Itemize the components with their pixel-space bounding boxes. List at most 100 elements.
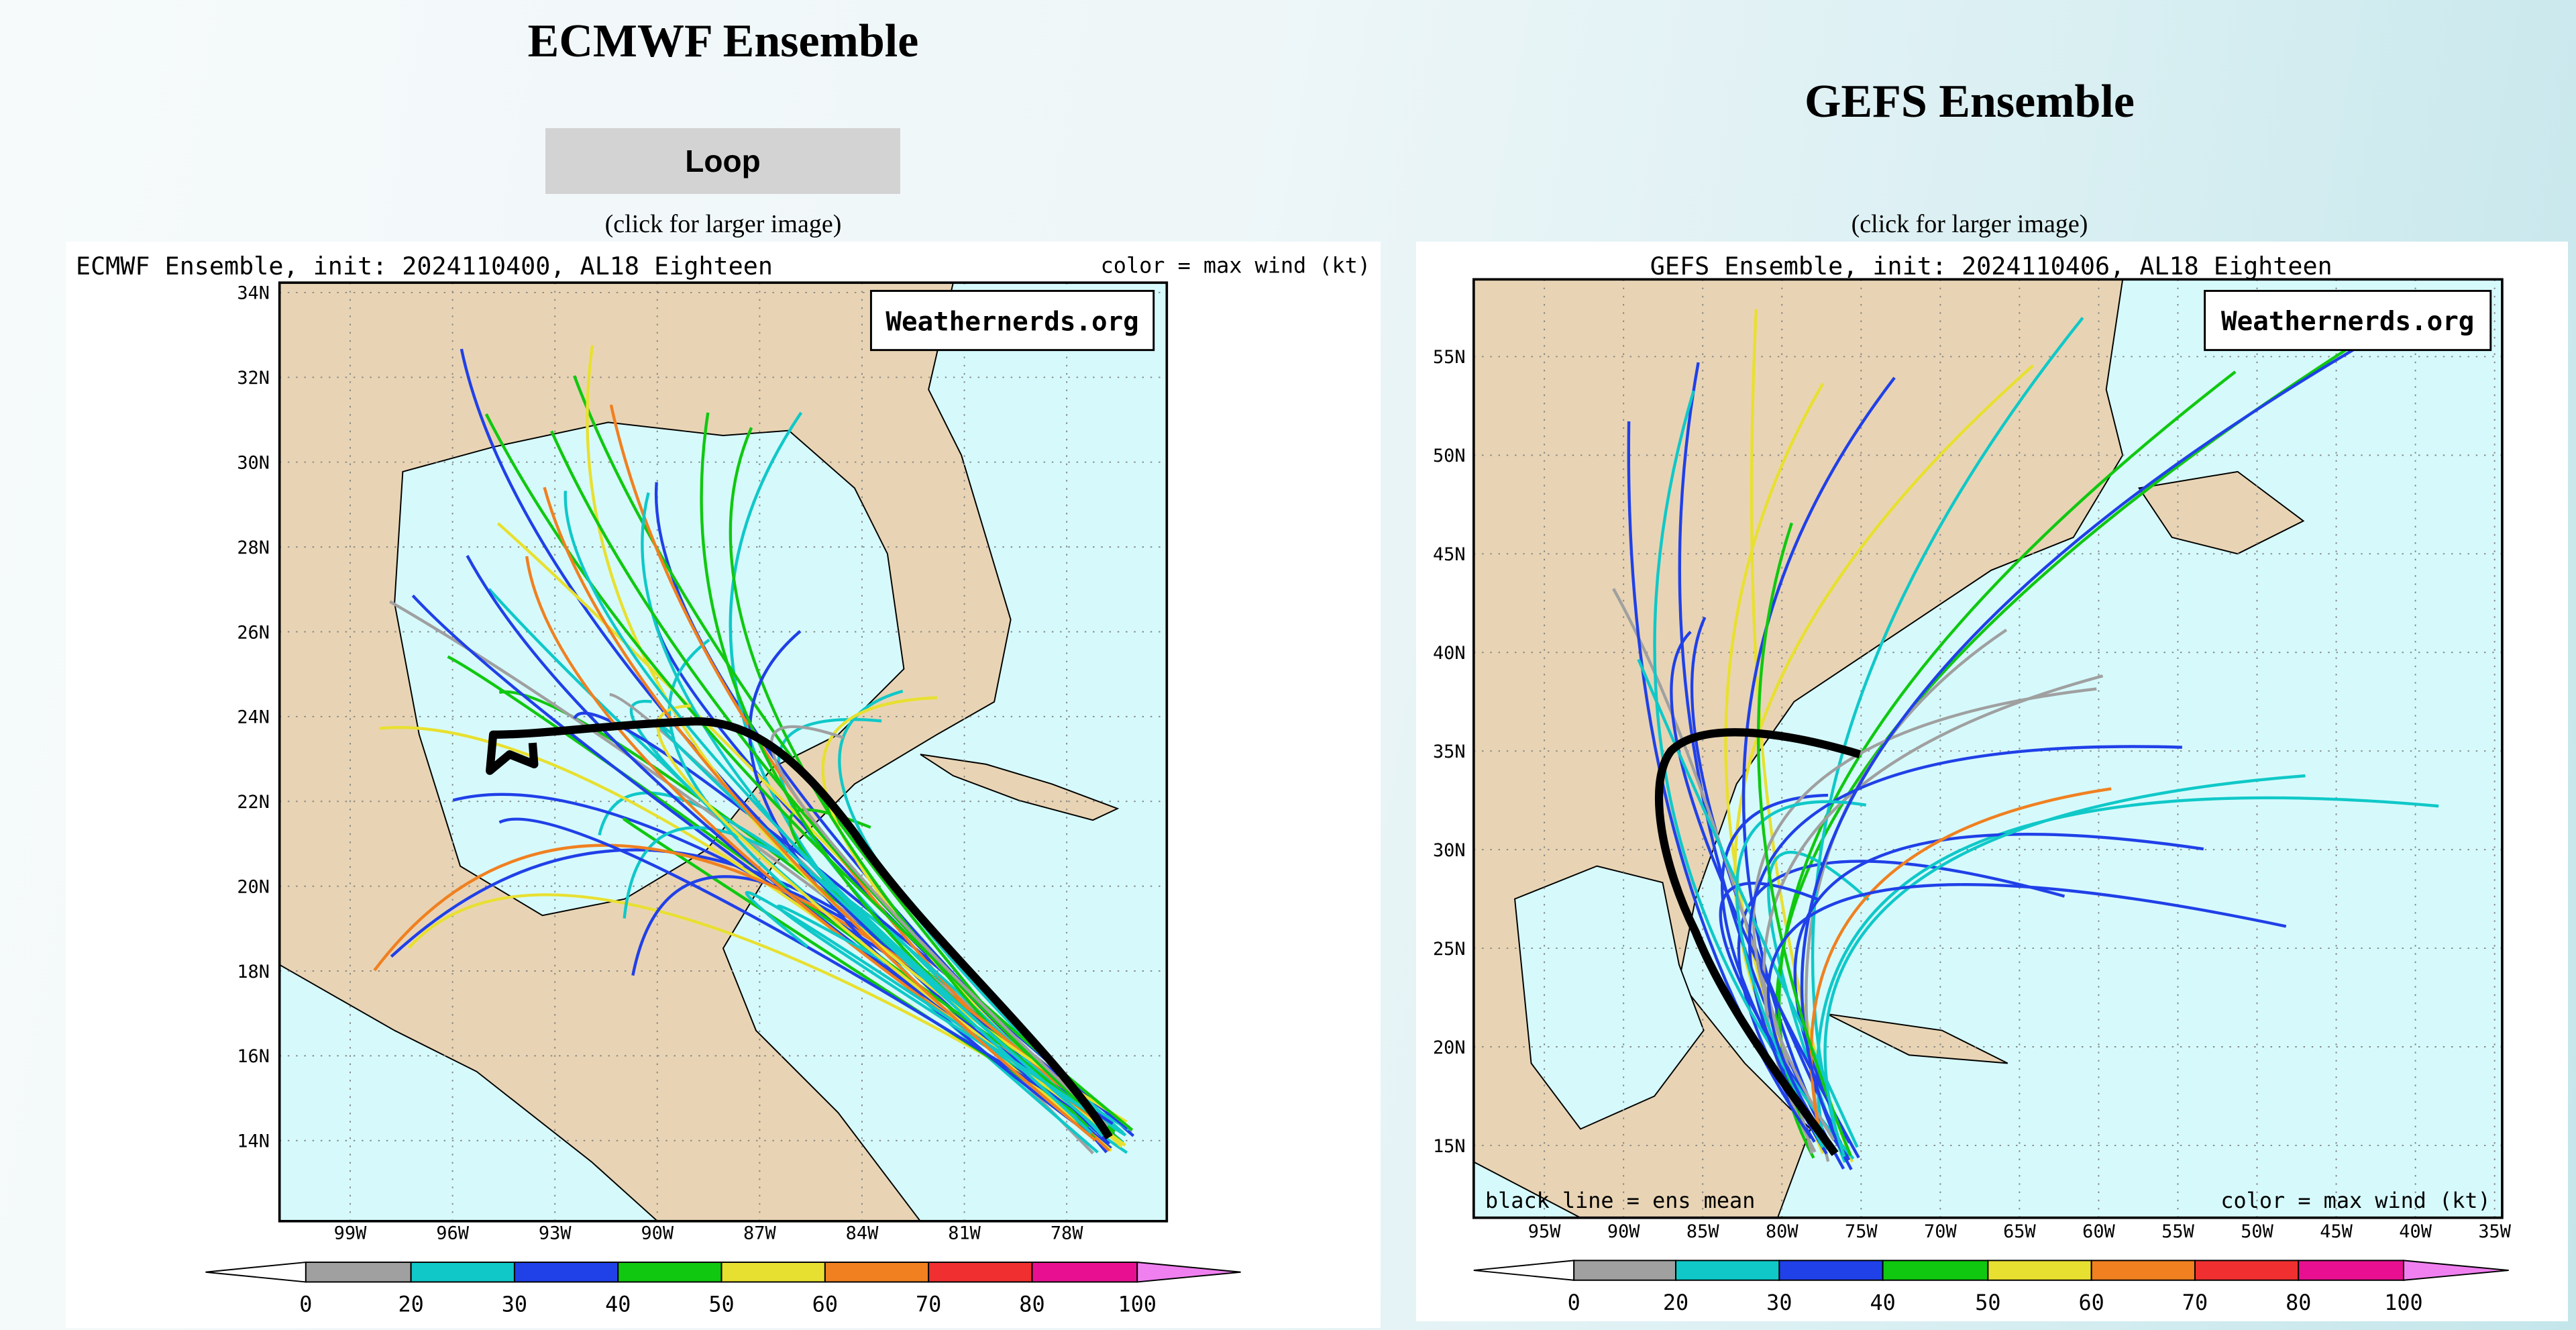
watermark-box	[869, 290, 1155, 352]
lon-label: 84W	[846, 1223, 879, 1244]
lon-label: 40W	[2399, 1221, 2432, 1242]
lon-label: 65W	[2003, 1221, 2036, 1242]
ensemble-track	[543, 487, 1097, 1141]
legend-note: color = max wind (kt)	[2220, 1188, 2490, 1213]
island	[920, 754, 1120, 821]
lat-label: 20N	[1433, 1037, 1466, 1058]
ensemble-track	[564, 491, 1104, 1134]
colorbar-segment	[1882, 1260, 1989, 1281]
lat-label: 20N	[237, 876, 270, 897]
lon-label: 35W	[2478, 1221, 2511, 1242]
lat-label: 18N	[237, 962, 270, 982]
lon-label: 99W	[334, 1223, 367, 1244]
ensemble-track	[586, 345, 1128, 1123]
colorbar-segment	[305, 1262, 412, 1283]
colorbar-label: 40	[1870, 1290, 1895, 1315]
lat-label: 25N	[1433, 939, 1466, 960]
lon-label: 81W	[948, 1223, 981, 1244]
loop-button[interactable]: Loop	[545, 128, 900, 194]
ensemble-track	[484, 413, 1134, 1131]
colorbar-segment	[617, 1262, 722, 1283]
lon-label: 60W	[2082, 1221, 2115, 1242]
lat-label: 30N	[1433, 840, 1466, 861]
lat-label: 30N	[237, 452, 270, 473]
image-header: ECMWF Ensemble, init: 2024110400, AL18 E…	[76, 252, 773, 280]
gefs-map[interactable]: 55N 50N 45N 40N 35N 30N 25N 20N 15N 95W 90W 85W 80W 7…	[1416, 242, 2568, 1321]
colorbar-segment	[1778, 1260, 1884, 1281]
lat-label: 50N	[1433, 446, 1466, 466]
ecmwf-map[interactable]: 34N 32N 30N 28N 26N 24N 22N 20N 18N 16N 14N 99W 96W 9…	[66, 242, 1381, 1328]
colorbar-segment	[2194, 1260, 2300, 1281]
colorbar-label: 70	[2182, 1290, 2208, 1315]
lon-label: 50W	[2241, 1221, 2273, 1242]
colorbar-high	[2402, 1260, 2509, 1281]
island	[1826, 1013, 2008, 1064]
colorbar-segment	[1573, 1260, 1677, 1281]
mean-note: black line = ens mean	[1485, 1188, 1755, 1213]
ensemble-mean-track	[486, 717, 1113, 1140]
lon-label: 70W	[1924, 1221, 1957, 1242]
watermark: Weathernerds.org	[2221, 307, 2474, 337]
colorbar-label: 60	[812, 1292, 838, 1317]
lon-label: 75W	[1845, 1221, 1878, 1242]
lon-label: 85W	[1686, 1221, 1719, 1242]
lon-label: 87W	[743, 1223, 776, 1244]
ensemble-track	[1752, 687, 2097, 1141]
colorbar-label: 80	[2286, 1290, 2311, 1315]
lat-label: 35N	[1433, 741, 1466, 762]
ensemble-track	[447, 655, 1110, 1125]
ocean	[1514, 865, 1705, 1130]
lat-label: 15N	[1433, 1136, 1466, 1157]
watermark-box	[2204, 290, 2492, 352]
ensemble-track	[1735, 800, 1867, 1148]
lat-label: 32N	[237, 368, 270, 389]
colorbar-segment	[1675, 1260, 1780, 1281]
ensemble-track	[1748, 745, 2182, 1155]
colorbar-label: 50	[1975, 1290, 2000, 1315]
lon-label: 45W	[2320, 1221, 2353, 1242]
colorbar-label: 30	[1766, 1290, 1792, 1315]
lat-label: 26N	[237, 622, 270, 643]
colorbar-high	[1136, 1261, 1241, 1283]
ensemble-mean-track	[1654, 728, 1862, 1156]
lon-label: 93W	[539, 1223, 572, 1244]
lon-label: 90W	[1607, 1221, 1640, 1242]
image-header: GEFS Ensemble, init: 2024110406, AL18 Ei…	[1650, 252, 2332, 280]
lon-label: 80W	[1766, 1221, 1799, 1242]
ensemble-track	[656, 704, 1126, 1147]
island	[2138, 470, 2305, 555]
legend-note: color = max wind (kt)	[1101, 253, 1371, 278]
ensemble-track	[769, 725, 1109, 1127]
ensemble-track	[498, 817, 1116, 1135]
colorbar-segment	[824, 1262, 930, 1283]
colorbar-segment	[720, 1262, 826, 1283]
lat-label: 22N	[237, 792, 270, 813]
colorbar-segment	[1031, 1262, 1138, 1283]
ensemble-track	[1756, 522, 1852, 1157]
colorbar-label: 30	[502, 1292, 527, 1317]
colorbar-segment	[2090, 1260, 2196, 1281]
lon-label: 78W	[1051, 1223, 1083, 1244]
lat-label: 14N	[237, 1131, 270, 1152]
ensemble-track	[572, 375, 1089, 1128]
lat-label: 40N	[1433, 643, 1466, 664]
plot-frame	[1472, 278, 2504, 1219]
lon-label: 55W	[2161, 1221, 2194, 1242]
colorbar-label: 100	[2384, 1290, 2423, 1315]
colorbar-segment	[410, 1262, 515, 1283]
colorbar-low	[205, 1261, 307, 1283]
colorbar-label: 20	[398, 1292, 423, 1317]
lon-label: 95W	[1528, 1221, 1561, 1242]
watermark: Weathernerds.org	[885, 307, 1138, 337]
colorbar-segment	[2298, 1260, 2404, 1281]
lat-label: 34N	[237, 283, 270, 304]
ensemble-track	[1800, 307, 2426, 1170]
lat-label: 28N	[237, 538, 270, 558]
gefs-title: GEFS Ensemble	[1804, 76, 2135, 127]
ensemble-track	[1766, 883, 2287, 1151]
lat-label: 16N	[237, 1046, 270, 1067]
colorbar-label: 0	[1568, 1290, 1580, 1315]
colorbar-segment	[1987, 1260, 2092, 1281]
colorbar-segment	[928, 1262, 1033, 1283]
